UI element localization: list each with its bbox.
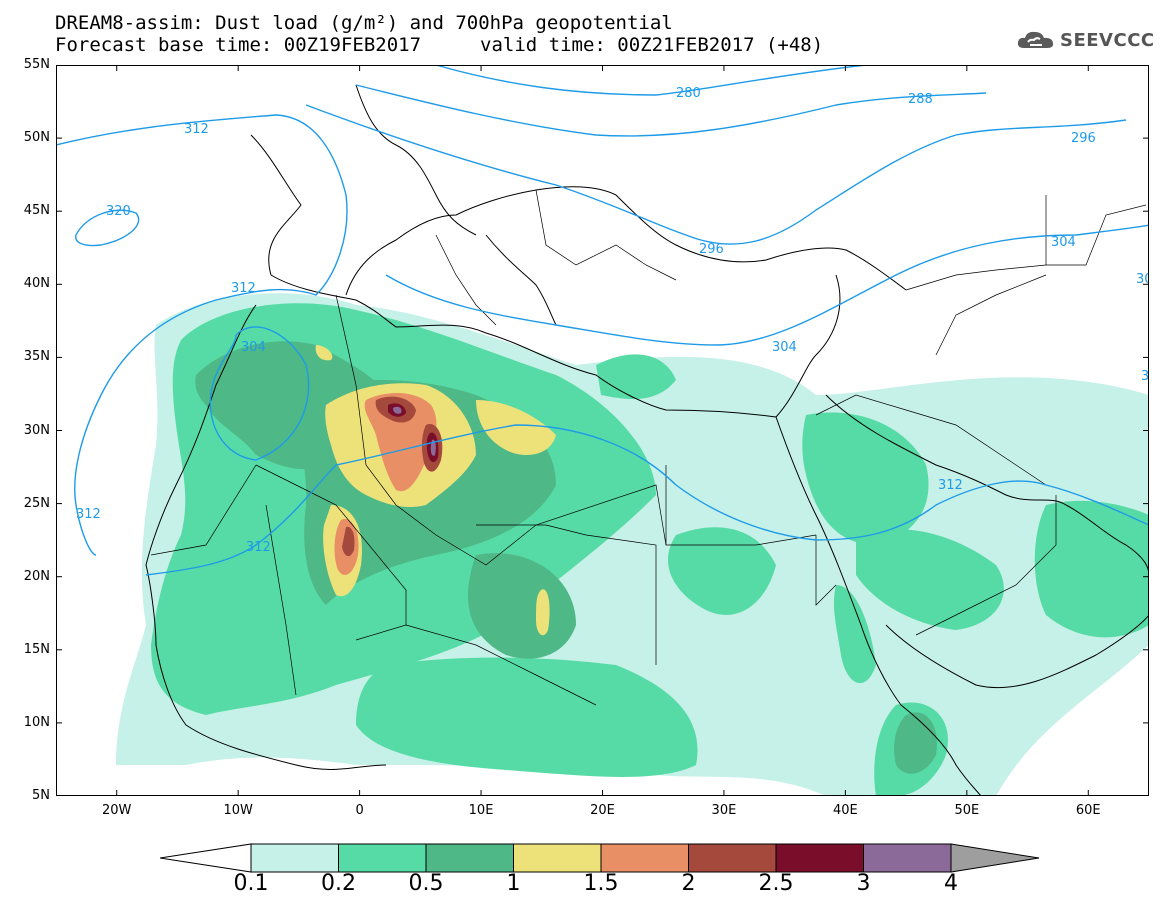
contour-label: 312 [246,540,271,555]
contour-label: 312 [231,281,256,296]
colorbar [160,843,1040,873]
contour-296 [305,104,1127,245]
colorbar-swatch [338,843,427,873]
country-borders [150,189,1147,706]
colorbar-swatch [250,843,339,873]
contour-label: 312 [76,507,101,522]
longitude-label: 60E [1075,803,1101,818]
contour-label: 3 [1141,369,1149,384]
latitude-label: 50N [23,130,50,146]
colorbar-swatch [513,843,602,873]
latitude-label: 40N [23,276,50,292]
contour-280 [435,65,867,96]
contour-label: 296 [1071,131,1096,146]
contour-288 [355,84,987,137]
colorbar-label: 1 [506,871,521,896]
latitude-label: 55N [23,57,50,72]
colorbar-swatch [425,843,514,873]
longitude-label: 20W [102,803,132,818]
colorbar-label: 3 [856,871,871,896]
logo-text: SEEVCCC [1060,29,1155,51]
colorbar-swatch [863,843,952,873]
contour-label: 320 [106,204,131,219]
contour-312-south [145,424,1149,576]
contour-label: 304 [241,340,266,355]
dust-load-map: 280 288 296 296 304 304 304 312 312 312 … [56,65,1149,796]
contour-label: 304 [772,340,797,355]
colorbar-swatch [775,843,864,873]
forecast-base-time: Forecast base time: 00Z19FEB2017 [55,34,422,56]
longitude-label: 50E [954,803,980,818]
colorbar-label: 2.5 [758,871,794,896]
latitude-label: 20N [23,568,50,584]
colorbar-swatch [600,843,689,873]
longitude-label: 10E [468,803,494,818]
colorbar-left-arrow [160,843,252,873]
colorbar-label: 2 [681,871,696,896]
longitude-label: 20E [590,803,615,818]
cloud-icon [1017,31,1054,48]
contour-label: 312 [938,478,963,493]
latitude-label: 15N [23,641,50,657]
contour-label: 280 [676,86,701,101]
contour-label: 312 [184,122,209,137]
longitude-label: 0 [355,803,364,818]
latitude-label: 5N [32,788,50,803]
contour-304b [385,224,1149,346]
coastlines [145,84,1149,796]
contour-label: 288 [908,92,933,107]
latitude-label: 10N [23,714,50,730]
contour-label: 296 [699,242,724,257]
seevccc-logo: SEEVCCC [1016,25,1155,55]
contour-312-west [56,114,348,556]
latitude-label: 30N [23,422,50,438]
colorbar-label: 0.5 [408,871,444,896]
colorbar-label: 0.1 [233,871,269,896]
longitude-label: 10W [223,803,253,818]
colorbar-swatch [688,843,777,873]
geopotential-contours [56,65,1149,576]
colorbar-label: 0.2 [321,871,356,896]
valid-time: valid time: 00Z21FEB2017 (+48) [480,34,824,56]
latitude-label: 45N [23,203,50,219]
contour-labels: 280 288 296 296 304 304 304 312 312 312 … [76,86,1149,555]
contour-label: 30 [1136,272,1149,287]
contour-304 [209,326,310,461]
latitude-label: 35N [23,349,50,365]
longitude-label: 30E [711,803,737,818]
contour-320 [75,209,140,247]
map-title: DREAM8-assim: Dust load (g/m²) and 700hP… [55,12,673,34]
colorbar-label: 1.5 [583,871,619,896]
latitude-label: 25N [23,495,50,511]
dust-layer-4 [393,406,436,456]
longitude-label: 40E [832,803,858,818]
colorbar-label: 4 [944,871,958,896]
contour-label: 304 [1051,235,1076,250]
colorbar-right-arrow [950,843,1040,873]
axis-ticks [56,65,1149,796]
